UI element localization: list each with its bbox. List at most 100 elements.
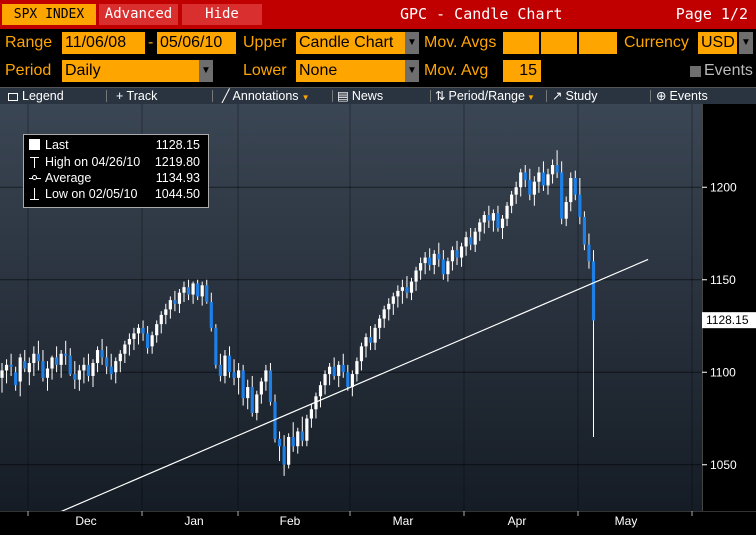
period-select[interactable]: Daily [62,60,199,82]
upper-select[interactable]: Candle Chart [296,32,405,54]
candle-body [332,366,336,376]
candle-body [359,346,364,362]
track-tool[interactable]: + Track [116,89,158,103]
candle-body [214,327,218,365]
candle-body [309,409,313,419]
chart-legend[interactable]: Last 1128.15 High on 04/26/10 1219.80 Av… [23,134,209,208]
candle [405,276,409,299]
currency-dropdown-icon[interactable]: ▼ [739,32,753,54]
ticker-field[interactable]: SPX INDEX [2,4,96,25]
candle-body [41,361,45,378]
candle-body [150,335,154,347]
date-tick-label: Jan [184,514,203,528]
toolbar-divider [546,90,547,102]
candle [359,342,364,371]
lower-dropdown-icon[interactable]: ▼ [405,60,419,82]
candle [146,326,150,354]
candle-body [318,385,323,397]
candle-body [491,213,495,221]
candle [332,357,336,380]
candle [214,324,218,369]
range-end-field[interactable]: 05/06/10 [157,32,236,54]
period-range-tool[interactable]: ⇅ Period/Range ▼ [435,88,535,104]
candle [419,257,423,280]
candle [246,379,250,410]
advanced-button[interactable]: Advanced [99,4,178,25]
candle [514,181,518,204]
price-tick-label: 1150 [710,273,736,287]
upper-label: Upper [243,34,287,51]
candle [237,363,241,395]
candle-body [273,401,277,439]
period-dropdown-icon[interactable]: ▼ [199,60,213,82]
candle [59,350,63,378]
legend-low-label: Low on 02/05/10 [45,187,138,201]
candle [423,252,427,275]
toolbar-divider [430,90,431,102]
candle [591,250,596,437]
candle [45,361,50,391]
candle-body [405,287,409,293]
range-dash: - [148,34,154,51]
mov-avg-field-3[interactable] [579,32,617,54]
candle-body [246,387,250,399]
candle [191,281,195,304]
candle-body [373,327,377,343]
candle [264,364,268,391]
currency-select[interactable]: USD [698,32,737,54]
candle [455,240,459,265]
candle-body [287,437,291,465]
candle-body [419,263,423,271]
mov-avg-field-2[interactable] [541,32,577,54]
period-range-tool-label: Period/Range [448,89,525,103]
candle [464,231,468,256]
candle-body [409,281,414,293]
mov-avg-input[interactable]: 15 [503,60,541,82]
candle-body [482,215,486,223]
low-marker-icon [28,186,42,202]
legend-average-value: 1134.93 [155,171,200,185]
date-tick-label: Mar [393,514,414,528]
mov-avg-field-1[interactable] [503,32,539,54]
hide-button[interactable]: Hide [182,4,262,25]
candle [300,416,304,447]
candle-body [305,418,309,441]
candle [587,233,591,269]
candle-body [519,172,523,188]
candle-body [86,364,91,376]
candle-body [177,292,182,304]
range-start-field[interactable]: 11/06/08 [62,32,145,54]
page-indicator[interactable]: Page 1/2 [675,5,748,23]
news-tool[interactable]: ▤ News [337,88,383,104]
study-tool[interactable]: ↗ Study [552,88,597,104]
events-tool[interactable]: ⊕ Events [656,88,708,104]
events-checkbox[interactable] [690,66,701,77]
upper-dropdown-icon[interactable]: ▼ [405,32,419,54]
plot-area[interactable] [0,104,702,535]
legend-low-value: 1044.50 [154,187,200,201]
legend-tool[interactable]: Legend [8,88,64,104]
candle-body [23,361,27,369]
candle-body [45,368,50,378]
candle [378,314,382,339]
candle [473,227,477,252]
annotations-tool[interactable]: ╱ Annotations ▼ [222,88,309,104]
candle [314,392,318,419]
candle-body [146,333,150,349]
news-tool-label: News [351,89,384,103]
candle [519,168,523,197]
chevron-down-icon: ▼ [526,93,535,102]
candle [437,242,441,267]
candle [136,324,141,345]
candle [409,277,414,301]
trend-line[interactable] [2,258,649,535]
candle [118,350,122,373]
lower-select[interactable]: None [296,60,405,82]
candle-chart[interactable] [0,104,702,535]
candle [64,340,68,365]
date-tick-label: Dec [75,514,96,528]
candle [373,324,377,351]
candle [541,161,546,191]
candle-body [378,318,382,328]
study-icon: ↗ [552,89,563,103]
